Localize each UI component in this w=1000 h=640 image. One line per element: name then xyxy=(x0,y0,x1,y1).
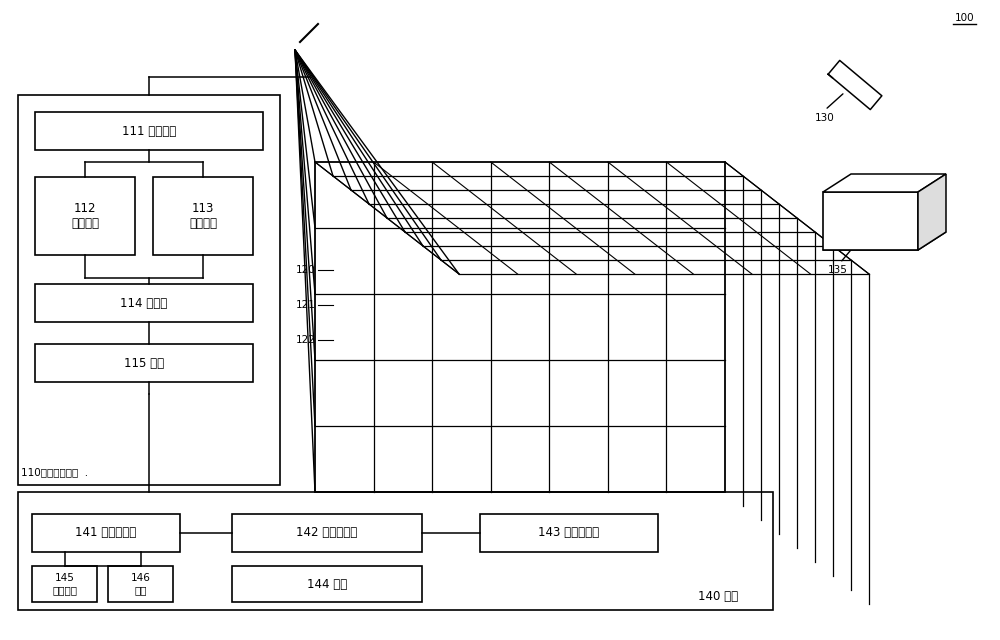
Text: 100: 100 xyxy=(955,13,975,23)
Bar xyxy=(315,162,725,492)
Bar xyxy=(18,492,773,610)
Text: 121: 121 xyxy=(296,300,316,310)
Text: 122: 122 xyxy=(296,335,316,345)
Text: 135: 135 xyxy=(828,265,848,275)
Bar xyxy=(35,177,135,255)
Bar xyxy=(35,284,253,322)
Bar xyxy=(32,566,97,602)
Text: 141 输出入界面: 141 输出入界面 xyxy=(75,527,137,540)
Polygon shape xyxy=(823,174,946,192)
Polygon shape xyxy=(823,232,946,250)
Text: 114 处理器: 114 处理器 xyxy=(120,296,168,310)
Text: 115 界面: 115 界面 xyxy=(124,356,164,369)
Text: 142 中央处理器: 142 中央处理器 xyxy=(296,527,358,540)
Bar xyxy=(153,177,253,255)
Text: 145
网络界面: 145 网络界面 xyxy=(52,573,77,595)
Text: 120: 120 xyxy=(296,265,316,275)
Text: 113
感测电路: 113 感测电路 xyxy=(189,202,217,230)
Polygon shape xyxy=(918,174,946,250)
Bar xyxy=(32,514,180,552)
Text: 111 连接网络: 111 连接网络 xyxy=(122,125,176,138)
Text: 146
存储: 146 存储 xyxy=(131,573,150,595)
Bar xyxy=(480,514,658,552)
Bar xyxy=(35,344,253,382)
Text: 130: 130 xyxy=(815,113,835,123)
Text: 140 主机: 140 主机 xyxy=(698,589,738,602)
Polygon shape xyxy=(828,60,882,109)
Bar xyxy=(35,112,263,150)
Bar xyxy=(18,95,280,485)
Bar xyxy=(232,566,422,602)
Bar xyxy=(108,566,173,602)
Text: 112
驱动电路: 112 驱动电路 xyxy=(71,202,99,230)
Text: 144 内存: 144 内存 xyxy=(307,577,347,591)
Text: 143 图形处理器: 143 图形处理器 xyxy=(538,527,600,540)
Bar xyxy=(232,514,422,552)
Text: 110触控处理装置  .: 110触控处理装置 . xyxy=(21,467,88,477)
Bar xyxy=(823,192,918,250)
